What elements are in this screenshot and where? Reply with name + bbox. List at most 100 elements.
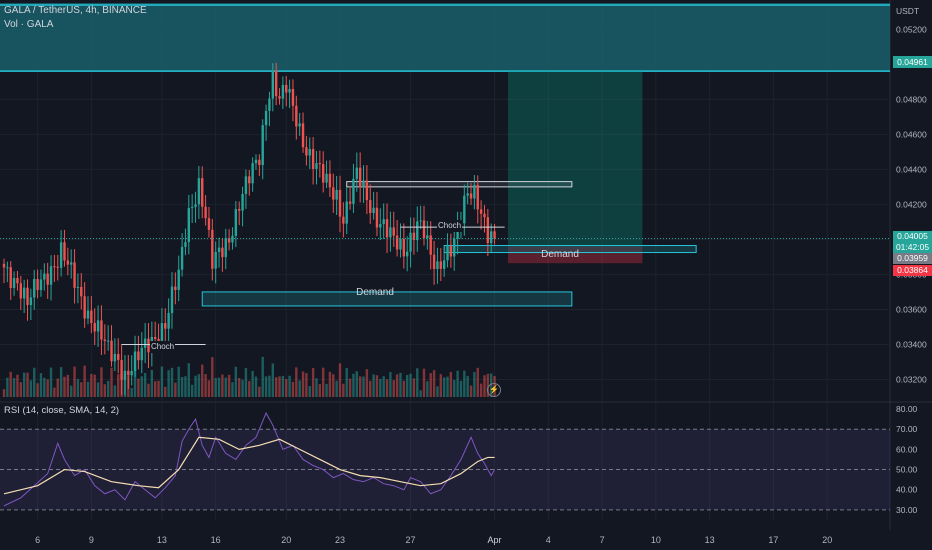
candle-body — [332, 187, 335, 200]
flash-icon[interactable]: ⚡ — [487, 383, 501, 397]
volume-bar — [483, 375, 486, 397]
volume-bar — [167, 370, 170, 397]
volume-bar — [36, 383, 39, 397]
candle-body — [348, 201, 352, 204]
volume-bar — [221, 374, 224, 397]
candle-body — [463, 195, 466, 224]
volume-bar — [70, 385, 73, 397]
choch-label-right: Choch — [437, 220, 463, 232]
price-tick-label: 0.04200 — [896, 199, 927, 209]
candle-body — [369, 200, 372, 214]
volume-bar — [469, 385, 473, 397]
time-tick-label: 10 — [651, 535, 661, 545]
candle-body — [117, 353, 120, 360]
volume-bar — [83, 365, 86, 397]
volume-bar — [160, 366, 164, 397]
candle-body — [436, 261, 439, 269]
volume-bar — [227, 374, 231, 397]
volume-bar — [248, 381, 251, 397]
time-tick-label: Apr — [488, 535, 502, 545]
candle-body — [432, 254, 436, 269]
volume-bar — [285, 378, 288, 397]
candle-body — [325, 173, 328, 183]
candle-body — [311, 148, 315, 169]
candle-body — [281, 84, 285, 99]
candle-body — [73, 262, 76, 288]
candle-body — [422, 220, 426, 238]
volume-bar — [110, 367, 113, 397]
volume-bar — [133, 367, 137, 397]
volume-bar — [348, 378, 352, 397]
candle-body — [214, 251, 217, 269]
candle-body — [90, 310, 93, 324]
volume-bar — [395, 374, 399, 397]
candle-body — [83, 296, 86, 319]
time-tick-label: 23 — [335, 535, 345, 545]
candle-body — [322, 164, 325, 183]
candle-body — [406, 251, 409, 257]
last-price-tag: 0.04005 — [893, 231, 932, 242]
candle-body — [66, 260, 70, 265]
candle-body — [335, 190, 338, 200]
candle-body — [137, 351, 140, 361]
demand-zone-lower-label: Demand — [356, 287, 394, 298]
volume-bar — [291, 381, 295, 397]
currency-label: USDT — [896, 6, 920, 16]
volume-bar — [211, 357, 214, 397]
candles — [2, 62, 496, 396]
candle-body — [483, 213, 486, 218]
candle-body — [80, 286, 83, 297]
volume-bar — [93, 374, 96, 397]
price-tick-label: 0.03600 — [896, 304, 927, 314]
candle-body — [26, 287, 29, 306]
time-tick-label: 20 — [281, 535, 291, 545]
candle-body — [493, 231, 496, 239]
volume-bar — [154, 381, 157, 397]
volume-bar — [29, 380, 33, 397]
demand-zone-upper-label: Demand — [541, 249, 579, 260]
volume-bar — [261, 356, 264, 397]
volume-bar — [76, 379, 80, 397]
volume-label: Vol · GALA — [4, 19, 54, 30]
candle-body — [227, 238, 231, 243]
candle-body — [147, 338, 150, 353]
candle-body — [93, 323, 96, 332]
volume-bar — [426, 381, 429, 397]
volume-bar — [362, 376, 365, 397]
volume-bar — [442, 377, 446, 397]
volume-bar — [288, 375, 291, 397]
candle-body — [479, 209, 483, 214]
candle-body — [12, 278, 16, 288]
volume-bar — [147, 383, 150, 397]
candle-body — [123, 370, 127, 380]
volume-bar — [26, 372, 29, 397]
time-axis: 6 9 13 16 20 23 27 Apr 4 7 10 13 17 20 — [35, 535, 832, 545]
volume-bar — [412, 378, 416, 397]
volume-bar — [473, 371, 476, 397]
horizontal-lines — [0, 226, 890, 345]
volume-bar — [369, 380, 372, 397]
candle-body — [389, 227, 392, 238]
volume-bar — [365, 369, 369, 397]
demand-zone — [201, 291, 573, 307]
rsi-lines — [3, 411, 495, 507]
time-tick-label: 9 — [89, 535, 94, 545]
candle-body — [285, 84, 288, 93]
volume-bar — [419, 390, 422, 397]
candle-body — [187, 208, 190, 243]
volume-bar — [12, 378, 16, 397]
volume-bar — [140, 376, 143, 397]
candle-body — [33, 279, 36, 298]
candle-body — [140, 347, 143, 361]
price-tick-label: 0.04400 — [896, 164, 927, 174]
volume-bar — [224, 377, 227, 397]
demand-zones — [201, 181, 697, 307]
volume-bar — [453, 380, 456, 397]
candle-body — [449, 246, 453, 257]
candle-body — [164, 323, 167, 329]
candle-body — [399, 238, 402, 250]
candle-body — [96, 320, 100, 332]
candle-body — [110, 340, 113, 362]
candle-body — [217, 247, 221, 252]
